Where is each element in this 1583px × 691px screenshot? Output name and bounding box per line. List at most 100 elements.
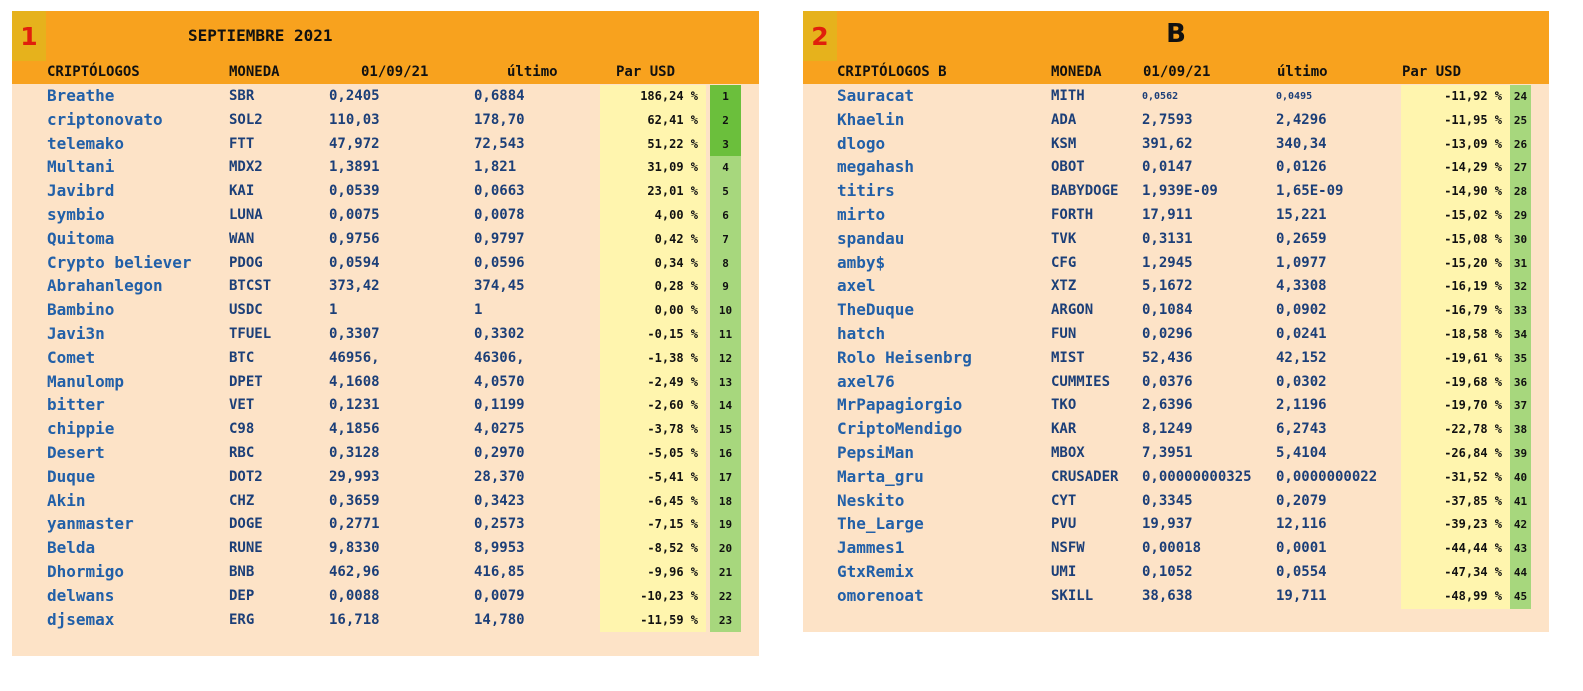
table-row: yanmaster DOGE 0,2771 0,2573 -7,15 % 19 [12,513,759,538]
change-percent: -0,15 % [600,322,706,347]
table-body: Breathe SBR 0,2405 0,6884 186,24 % 1 criptonov… [12,85,759,633]
rank-badge: 31 [1510,251,1531,276]
change-percent: -16,19 % [1401,275,1510,300]
participant-name: criptonovato [47,109,163,129]
change-percent: -13,09 % [1401,132,1510,157]
coin-symbol: ADA [1051,111,1077,128]
change-percent: -11,95 % [1401,108,1510,133]
start-price: 0,0147 [1142,159,1193,176]
start-price: 52,436 [1142,349,1193,366]
coin-symbol: BTC [229,349,255,366]
participant-name: Bambino [47,300,115,320]
table-row: Sauracat MITH 0,0562 0,0495 -11,92 % 24 [803,85,1549,109]
rank-badge: 44 [1510,560,1531,585]
last-price: 0,9797 [474,230,525,247]
participant-name: PepsiMan [837,442,915,462]
participant-name: MrPapagiorgio [837,395,963,415]
coin-symbol: SOL2 [229,111,263,128]
table-row: Javibrd KAI 0,0539 0,0663 23,01 % 5 [12,180,759,204]
last-price: 0,0663 [474,183,525,200]
rank-badge: 38 [1510,418,1531,442]
change-percent: 4,00 % [600,203,706,228]
last-price: 0,3302 [474,325,525,342]
col-header-start-date: 01/09/21 [1143,64,1211,80]
participant-name: The_Large [837,514,924,534]
last-price: 1 [474,302,483,319]
rank-badge: 3 [710,132,741,157]
rank-badge: 18 [710,489,741,514]
coin-symbol: DPET [229,373,263,390]
last-price: 72,543 [474,135,525,152]
coin-symbol: KSM [1051,135,1077,152]
participant-name: Akin [47,490,86,510]
col-header-cryptologists: CRIPTÓLOGOS B [837,64,947,80]
rank-badge: 20 [710,537,741,561]
start-price: 462,96 [329,563,380,580]
change-percent: -2,49 % [600,370,706,395]
last-price: 2,4296 [1276,111,1327,128]
coin-symbol: FTT [229,135,255,152]
participant-name: telemako [47,133,125,153]
table-row: criptonovato SOL2 110,03 178,70 62,41 % 2 [12,108,759,133]
rank-badge: 40 [1510,465,1531,490]
start-price: 1,2945 [1142,254,1193,271]
change-percent: 51,22 % [600,132,706,157]
start-price: 38,638 [1142,587,1193,604]
rank-badge: 7 [710,227,741,252]
start-price: 0,0376 [1142,373,1193,390]
change-percent: -14,29 % [1401,156,1510,181]
start-price: 0,0594 [329,254,380,271]
last-price: 0,0000000022 [1276,468,1378,485]
start-price: 5,1672 [1142,278,1193,295]
change-percent: -19,61 % [1401,346,1510,371]
change-percent: -11,92 % [1401,85,1510,109]
last-price: 0,2573 [474,516,525,533]
table-row: The_Large PVU 19,937 12,116 -39,23 % 42 [803,513,1549,538]
coin-symbol: TKO [1051,397,1077,414]
rank-badge: 17 [710,465,741,490]
rank-badge: 14 [710,394,741,419]
start-price: 110,03 [329,111,380,128]
coin-symbol: SBR [229,88,255,104]
last-price: 374,45 [474,278,525,295]
last-price: 0,0126 [1276,159,1327,176]
table-row: spandau TVK 0,3131 0,2659 -15,08 % 30 [803,227,1549,252]
last-price: 0,2659 [1276,230,1327,247]
rank-badge: 11 [710,322,741,347]
table-row: GtxRemix UMI 0,1052 0,0554 -47,34 % 44 [803,560,1549,585]
rank-badge: 8 [710,251,741,276]
start-price: 0,0296 [1142,325,1193,342]
coin-symbol: BABYDOGE [1051,183,1119,200]
coin-symbol: FUN [1051,325,1077,342]
rank-badge: 2 [710,108,741,133]
table-body: Sauracat MITH 0,0562 0,0495 -11,92 % 24 Khaeli… [803,85,1549,609]
table-row: delwans DEP 0,0088 0,0079 -10,23 % 22 [12,584,759,609]
coin-symbol: MITH [1051,88,1085,104]
coin-symbol: RBC [229,444,255,461]
coin-symbol: KAR [1051,421,1077,438]
start-price: 29,993 [329,468,380,485]
change-percent: -22,78 % [1401,418,1510,442]
coin-symbol: LUNA [229,206,263,223]
change-percent: -31,52 % [1401,465,1510,490]
participant-name: axel76 [837,371,895,391]
table-row: Comet BTC 46956, 46306, -1,38 % 12 [12,346,759,371]
coin-symbol: OBOT [1051,159,1085,176]
last-price: 46306, [474,349,525,366]
rank-badge: 39 [1510,441,1531,466]
coin-symbol: XTZ [1051,278,1077,295]
participant-name: hatch [837,323,886,343]
table-row: megahash OBOT 0,0147 0,0126 -14,29 % 27 [803,156,1549,181]
rank-badge: 22 [710,584,741,609]
participant-name: Khaelin [837,109,905,129]
last-price: 8,9953 [474,540,525,557]
coin-symbol: ARGON [1051,302,1094,319]
table-row: axel XTZ 5,1672 4,3308 -16,19 % 32 [803,275,1549,300]
rank-badge: 34 [1510,322,1531,347]
last-price: 4,0570 [474,373,525,390]
participant-name: Javi3n [47,323,105,343]
participant-name: Duque [47,466,96,486]
last-price: 1,0977 [1276,254,1327,271]
coin-symbol: DEP [229,587,255,604]
coin-symbol: PVU [1051,516,1077,533]
